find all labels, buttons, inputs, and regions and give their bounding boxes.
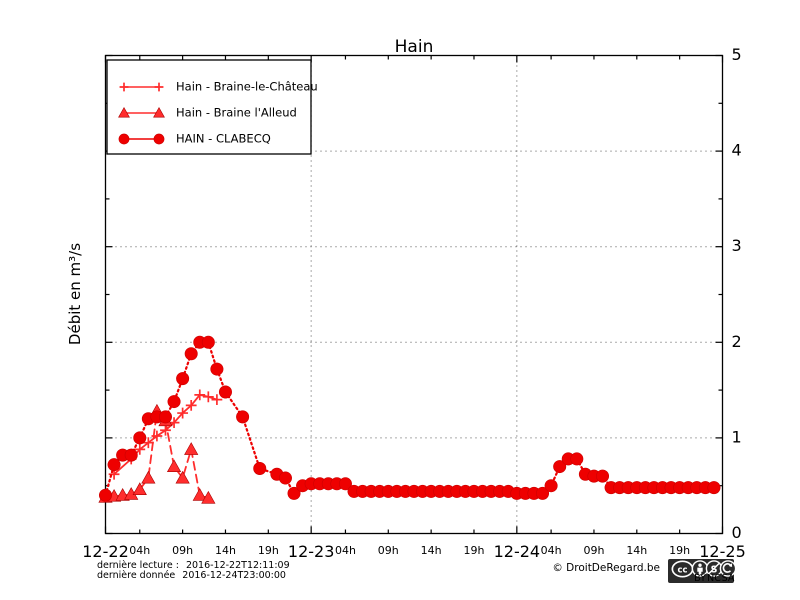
data-point-marker [107,458,121,472]
data-point-marker [707,481,721,495]
cc-term-sa: SA [722,573,735,584]
cc-term-nc: NC [707,573,721,584]
data-point-marker [124,448,138,462]
last-data-label: dernière donnée [97,570,175,581]
x-axis-minor-label: 19h [669,544,690,557]
creative-commons-badge[interactable]: cc S BY NC SA [668,559,737,584]
x-axis-minor-label: 14h [421,544,442,557]
last-read-value: 2016-12-22T12:11:09 [186,560,290,571]
data-point-marker [175,470,190,484]
data-point-marker [253,461,267,475]
y-axis-tick-label: 2 [732,332,742,351]
data-point-marker [194,389,206,401]
x-axis-major-label: 12-23 [288,542,335,561]
y-axis-tick-label: 1 [732,427,742,446]
data-point-marker [236,410,250,424]
y-axis-tick-label: 3 [732,236,742,255]
data-point-marker [211,394,223,406]
data-point-marker [210,362,224,376]
x-axis-minor-label: 04h [335,544,356,557]
y-axis-tick-label: 0 [732,523,742,542]
x-axis-tick-labels: 12-22 12-23 12-24 12-25 04h 09h 14h 19h 04h 09h 14… [82,542,746,561]
data-point-marker [553,460,567,474]
data-point-marker [278,471,292,485]
legend-sample-marker [154,82,164,92]
data-series-3 [99,335,721,502]
last-data-row: dernière donnée 2016-12-24T23:00:00 [97,570,286,581]
x-axis-major-label: 12-22 [82,542,129,561]
data-point-marker [141,470,156,484]
legend-sample-marker [119,82,129,92]
data-point-marker [544,479,558,493]
x-axis-major-label: 12-24 [494,542,541,561]
data-point-marker [160,424,171,436]
data-point-marker [158,410,172,424]
data-point-marker [570,452,584,466]
data-point-marker [132,482,147,495]
data-series-1 [108,389,223,480]
data-point-marker [167,395,181,409]
x-axis-minor-label: 09h [172,544,193,557]
chart-legend: Hain - Braine-le-Château Hain - Braine l'… [106,59,318,155]
data-point-marker [176,372,190,386]
legend-label-1: Hain - Braine-le-Château [176,80,318,94]
data-point-marker [184,442,199,455]
data-point-marker [192,488,207,501]
data-point-marker [596,469,610,483]
last-data-value: 2016-12-24T23:00:00 [182,570,286,581]
data-point-marker [133,431,147,445]
legend-label-2: Hain - Braine l'Alleud [176,106,297,120]
data-point-marker [202,391,214,403]
last-read-row: dernière lecture : 2016-12-22T12:11:09 [97,560,290,571]
x-axis-minor-label: 04h [541,544,562,557]
data-series-layer [98,335,721,504]
data-point-marker [201,335,215,349]
y-axis-tick-label: 5 [732,45,742,64]
x-axis-minor-label: 04h [129,544,150,557]
data-point-marker [201,490,216,504]
last-read-label: dernière lecture : [97,560,179,571]
svg-text:cc: cc [677,566,687,576]
cc-icon: cc [671,560,694,578]
cc-sa-icon [719,560,737,577]
x-axis-minor-label: 09h [583,544,604,557]
data-point-marker [134,443,146,455]
y-axis-tick-labels: 0 1 2 3 4 5 [732,45,742,542]
y-axis-label: Débit en m³/s [66,243,84,345]
x-axis-minor-label: 09h [378,544,399,557]
legend-sample-marker [153,106,165,118]
data-point-marker [177,407,189,419]
data-point-marker [166,459,182,473]
x-axis-minor-label: 19h [464,544,485,557]
data-point-marker [536,486,550,500]
cc-nc-icon: S [705,560,723,577]
data-point-marker [99,488,113,502]
data-point-marker [184,347,198,361]
data-point-marker [287,486,301,500]
cc-by-icon [691,560,709,577]
x-axis-minor-label: 19h [258,544,279,557]
page-title: Hain [395,37,434,57]
cc-term-by: BY [694,573,706,584]
y-axis-tick-label: 4 [732,141,742,160]
x-axis-major-label: 12-25 [699,542,746,561]
legend-sample-marker [118,106,130,118]
data-point-marker [185,399,197,411]
data-point-marker [338,477,352,491]
svg-text:S: S [711,564,718,575]
copyright-text: © DroitDeRegard.be [552,562,660,574]
legend-sample-marker [118,133,130,145]
data-point-marker [218,385,232,399]
axis-ticks [104,54,724,535]
x-axis-minor-label: 14h [626,544,647,557]
legend-sample-marker [153,133,165,145]
legend-label-3: HAIN - CLABECQ [176,132,271,146]
x-axis-minor-label: 14h [215,544,236,557]
footer-block: dernière lecture : 2016-12-22T12:11:09 d… [97,560,660,581]
data-point-marker [142,437,154,449]
